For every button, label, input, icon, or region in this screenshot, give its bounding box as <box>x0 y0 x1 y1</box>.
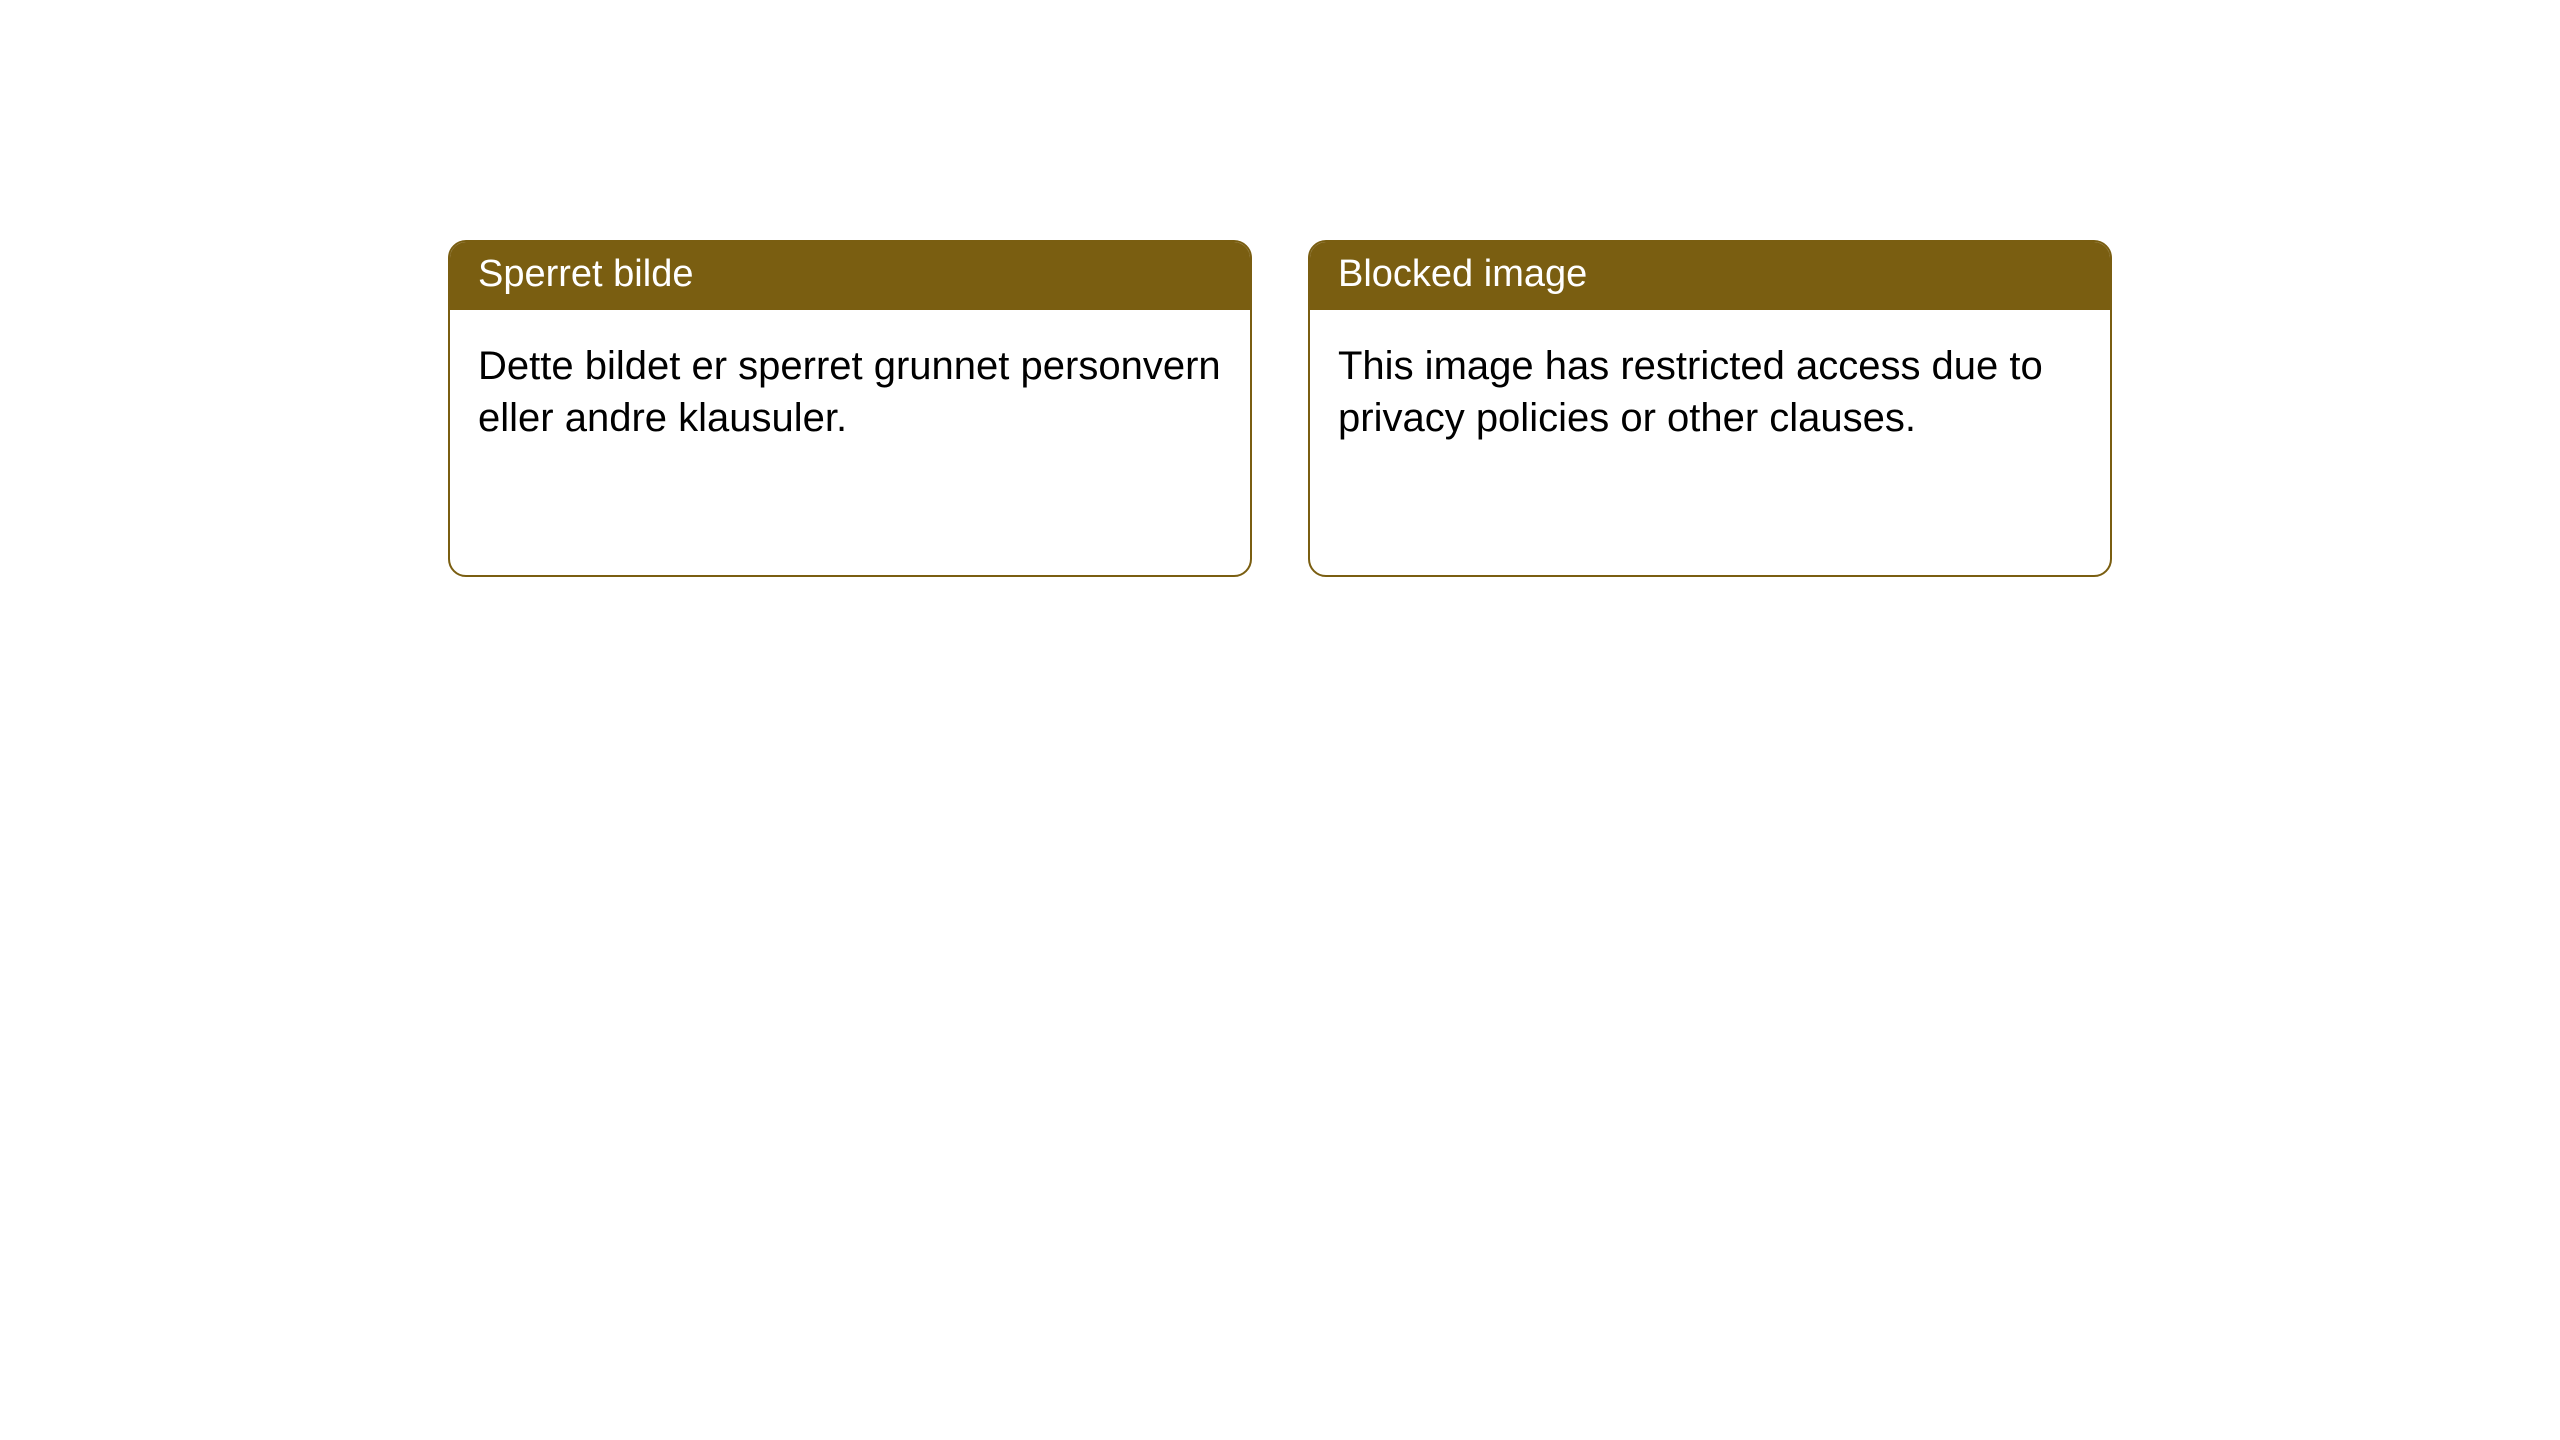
notice-body-english: This image has restricted access due to … <box>1310 310 2110 575</box>
notice-header-norwegian: Sperret bilde <box>450 242 1250 310</box>
notice-container: Sperret bilde Dette bildet er sperret gr… <box>448 240 2112 577</box>
notice-card-english: Blocked image This image has restricted … <box>1308 240 2112 577</box>
notice-header-english: Blocked image <box>1310 242 2110 310</box>
notice-card-norwegian: Sperret bilde Dette bildet er sperret gr… <box>448 240 1252 577</box>
notice-body-norwegian: Dette bildet er sperret grunnet personve… <box>450 310 1250 575</box>
